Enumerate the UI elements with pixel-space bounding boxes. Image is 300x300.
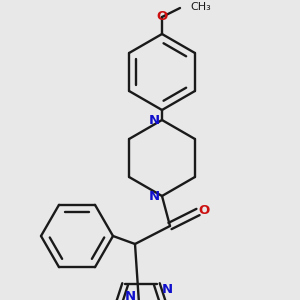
Text: O: O bbox=[198, 203, 210, 217]
Text: N: N bbox=[161, 283, 172, 296]
Text: N: N bbox=[148, 190, 160, 202]
Text: N: N bbox=[148, 113, 160, 127]
Text: O: O bbox=[156, 11, 168, 23]
Text: N: N bbox=[124, 290, 136, 300]
Text: CH₃: CH₃ bbox=[190, 2, 211, 12]
